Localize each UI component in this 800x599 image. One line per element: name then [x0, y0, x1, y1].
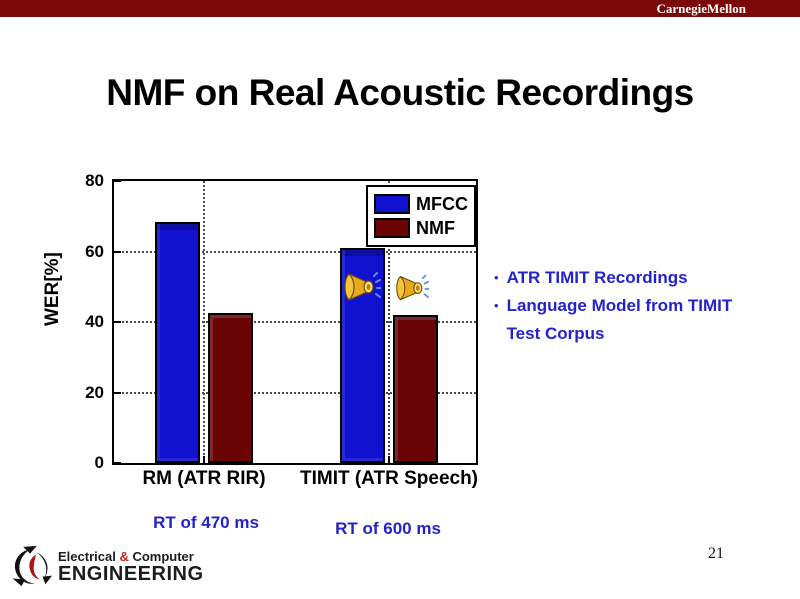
- bullet-marker: •: [494, 270, 499, 285]
- x-tick-mark: [203, 456, 205, 463]
- y-tick-label: 0: [94, 453, 104, 472]
- y-tick-mark: [114, 391, 121, 394]
- ece-logo-text: Electrical & Computer ENGINEERING: [58, 549, 204, 585]
- rt-caption-rm: RT of 470 ms: [153, 513, 259, 532]
- rt-caption-timit: RT of 600 ms: [335, 519, 441, 538]
- speaker-icon[interactable]: [343, 268, 381, 308]
- ece-logo: Electrical & Computer ENGINEERING: [8, 543, 204, 591]
- y-tick-label: 80: [85, 171, 104, 190]
- bullet-text: Language Model from TIMIT Test Corpus: [506, 296, 733, 343]
- bar-mfcc-0: [155, 221, 200, 463]
- ece-logo-line2: ENGINEERING: [58, 563, 204, 585]
- legend-label-mfcc: MFCC: [416, 194, 468, 214]
- bullet-text: ATR TIMIT Recordings: [506, 268, 688, 287]
- x-tick-mark: [388, 456, 390, 463]
- plot-area: MFCC NMF: [112, 179, 478, 465]
- bullet-marker: •: [494, 298, 499, 313]
- legend-entry-nmf: NMF: [374, 218, 468, 238]
- ece-logo-line1: Electrical & Computer: [58, 549, 194, 564]
- y-tick-label: 20: [85, 382, 104, 402]
- legend-swatch-mfcc: [374, 194, 410, 214]
- slide-title: NMF on Real Acoustic Recordings: [106, 72, 694, 113]
- chart-legend: MFCC NMF: [366, 185, 476, 247]
- v-gridline: [388, 181, 390, 463]
- x-category-label: RM (ATR RIR): [142, 468, 266, 489]
- header-bar: CarnegieMellon: [0, 0, 800, 17]
- y-tick-mark: [114, 462, 121, 464]
- bar-nmf-1: [393, 314, 438, 463]
- x-category-label: TIMIT (ATR Speech): [299, 468, 479, 489]
- y-tick-label: 60: [85, 241, 104, 261]
- h-gridline: [114, 250, 476, 253]
- page-number: 21: [708, 545, 724, 562]
- bar-nmf-0: [208, 313, 253, 463]
- ece-logo-icon: [12, 545, 53, 587]
- h-gridline: [114, 391, 476, 394]
- bullet-item: • Language Model from TIMIT Test Corpus: [494, 292, 746, 348]
- y-tick-mark: [114, 180, 121, 182]
- notes-bullets: • ATR TIMIT Recordings • Language Model …: [494, 264, 746, 348]
- bullet-item: • ATR TIMIT Recordings: [494, 264, 746, 292]
- ampersand: &: [119, 549, 129, 564]
- legend-label-nmf: NMF: [416, 218, 455, 238]
- y-tick-mark: [114, 250, 121, 253]
- v-gridline: [203, 181, 205, 463]
- y-tick-mark: [114, 321, 121, 323]
- y-tick-label: 40: [85, 312, 104, 331]
- speaker-icon[interactable]: [395, 271, 429, 307]
- legend-entry-mfcc: MFCC: [374, 194, 468, 214]
- carnegie-mellon-wordmark: CarnegieMellon: [656, 1, 746, 16]
- h-gridline: [114, 321, 476, 323]
- legend-swatch-nmf: [374, 218, 410, 238]
